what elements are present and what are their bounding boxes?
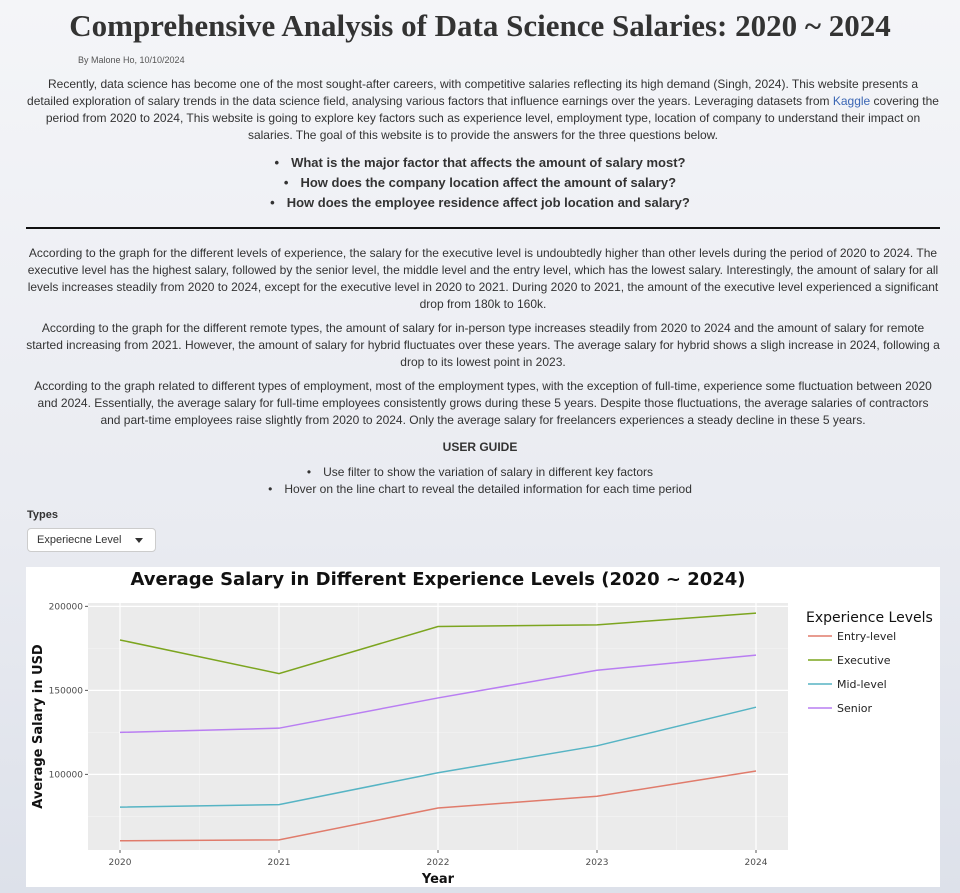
series-line-entry-level bbox=[119, 770, 757, 842]
intro-text-after: covering the period from 2020 to 2024, T… bbox=[45, 94, 939, 142]
x-tick-label: 2024 bbox=[745, 858, 768, 868]
page-title: Comprehensive Analysis of Data Science S… bbox=[69, 8, 891, 43]
data-point[interactable] bbox=[433, 768, 443, 778]
data-point[interactable] bbox=[751, 608, 761, 618]
y-tick-label: 200000 bbox=[49, 602, 84, 612]
x-tick-label: 2020 bbox=[109, 858, 132, 868]
data-point[interactable] bbox=[274, 669, 284, 679]
data-point[interactable] bbox=[115, 727, 125, 737]
x-tick-label: 2022 bbox=[427, 858, 450, 868]
data-point[interactable] bbox=[751, 766, 761, 776]
section-divider bbox=[26, 227, 940, 229]
guide-item: Hover on the line chart to reveal the de… bbox=[0, 481, 960, 498]
guide-item: Use filter to show the variation of sala… bbox=[0, 464, 960, 481]
data-point[interactable] bbox=[751, 650, 761, 660]
data-point[interactable] bbox=[592, 741, 602, 751]
user-guide-list: Use filter to show the variation of sala… bbox=[0, 464, 960, 498]
legend-label: Mid-level bbox=[837, 678, 887, 691]
x-axis-title: Year bbox=[421, 872, 455, 887]
caret-down-icon[interactable] bbox=[135, 538, 143, 543]
chart-title: Average Salary in Different Experience L… bbox=[130, 569, 745, 590]
data-point[interactable] bbox=[433, 622, 443, 632]
data-point[interactable] bbox=[274, 835, 284, 845]
data-point[interactable] bbox=[751, 702, 761, 712]
research-questions: What is the major factor that affects th… bbox=[0, 153, 960, 213]
legend-label: Entry-level bbox=[837, 630, 896, 643]
kaggle-link[interactable]: Kaggle bbox=[832, 94, 871, 108]
intro-paragraph: Recently, data science has become one of… bbox=[26, 76, 940, 144]
types-filter-label: Types bbox=[27, 509, 58, 521]
series-line-senior bbox=[119, 654, 757, 734]
question-item: How does the employee residence affect j… bbox=[0, 193, 960, 213]
intro-text-before: Recently, data science has become one of… bbox=[27, 77, 918, 108]
analysis-paragraph: According to the graph related to differ… bbox=[34, 379, 932, 427]
y-tick-label: 100000 bbox=[49, 770, 84, 780]
data-point[interactable] bbox=[274, 800, 284, 810]
data-point[interactable] bbox=[274, 723, 284, 733]
legend-title: Experience Levels bbox=[806, 610, 933, 626]
data-point[interactable] bbox=[592, 665, 602, 675]
line-chart[interactable]: Average Salary in Different Experience L… bbox=[26, 567, 940, 887]
data-point[interactable] bbox=[115, 635, 125, 645]
line-chart-container[interactable]: Average Salary in Different Experience L… bbox=[26, 567, 940, 887]
legend-label: Executive bbox=[837, 654, 891, 667]
types-dropdown-value: Experiecne Level bbox=[37, 534, 122, 546]
y-tick-label: 150000 bbox=[49, 686, 84, 696]
x-tick-label: 2021 bbox=[268, 858, 291, 868]
series-line-mid-level bbox=[119, 706, 757, 808]
byline: By Malone Ho, 10/10/2024 bbox=[78, 55, 185, 65]
data-point[interactable] bbox=[433, 693, 443, 703]
user-guide-heading: USER GUIDE bbox=[442, 440, 518, 454]
x-tick-label: 2023 bbox=[586, 858, 609, 868]
data-point[interactable] bbox=[592, 620, 602, 630]
question-item: How does the company location affect the… bbox=[0, 173, 960, 193]
types-dropdown[interactable]: Experiecne Level bbox=[27, 528, 156, 552]
data-point[interactable] bbox=[592, 791, 602, 801]
data-point[interactable] bbox=[115, 802, 125, 812]
analysis-paragraph: According to the graph for the different… bbox=[27, 246, 939, 311]
legend-label: Senior bbox=[837, 702, 873, 715]
analysis-section: According to the graph for the different… bbox=[26, 245, 940, 436]
series-line-executive bbox=[119, 612, 757, 675]
data-point[interactable] bbox=[433, 803, 443, 813]
y-axis-title: Average Salary in USD bbox=[31, 644, 46, 809]
analysis-paragraph: According to the graph for the different… bbox=[26, 321, 940, 369]
data-point[interactable] bbox=[115, 836, 125, 846]
question-item: What is the major factor that affects th… bbox=[0, 153, 960, 173]
